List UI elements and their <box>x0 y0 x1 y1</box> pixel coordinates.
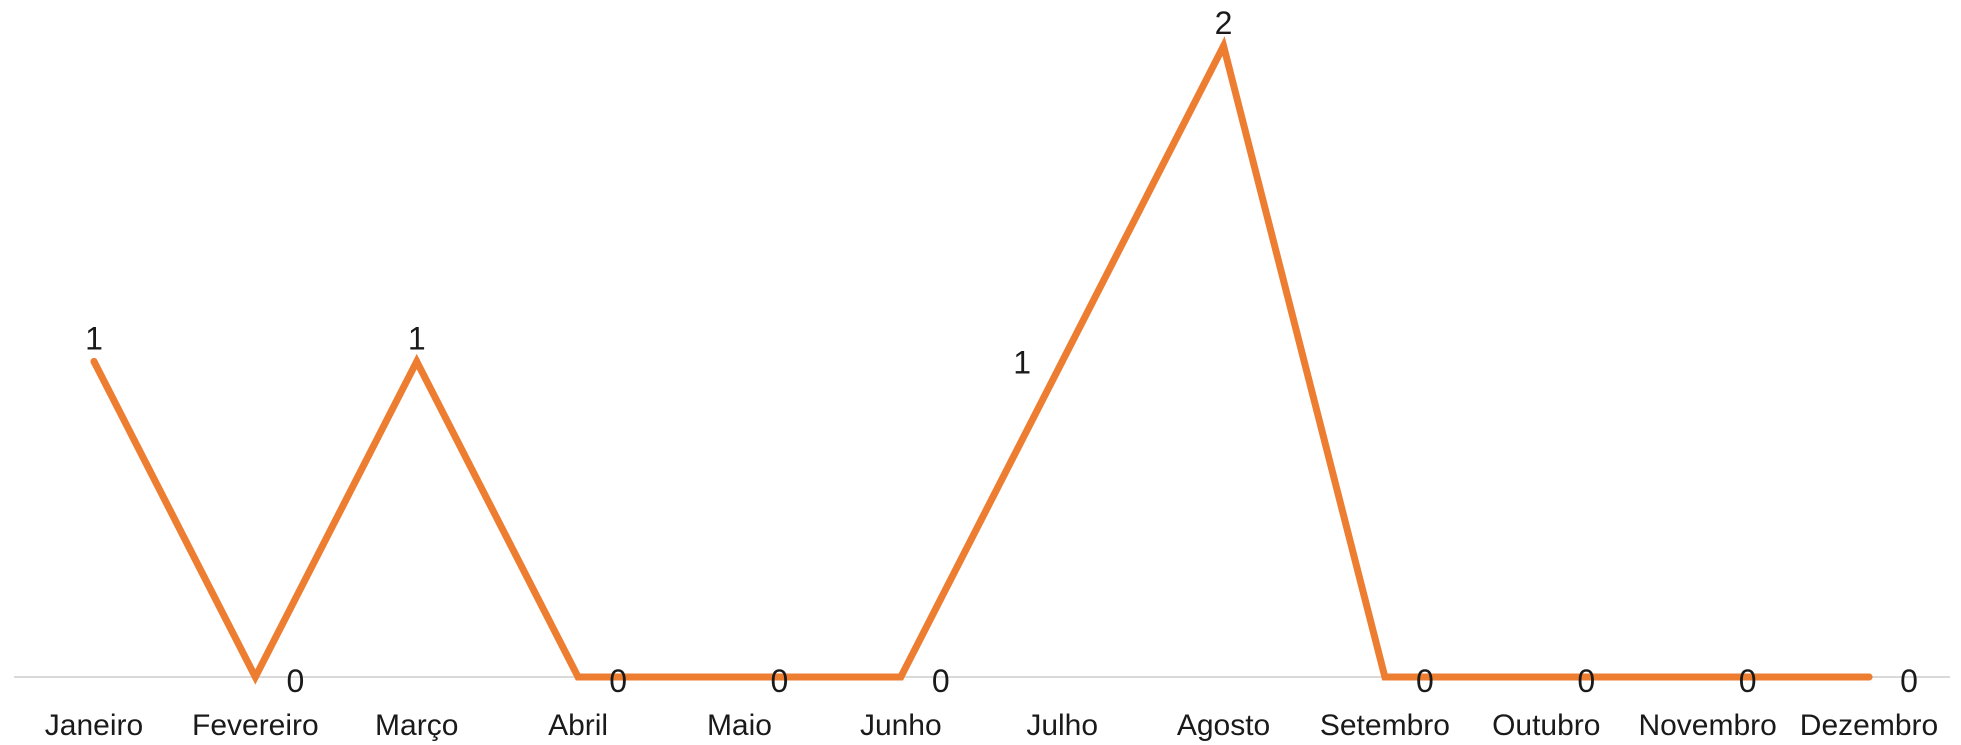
data-point-novembro <box>1704 673 1712 681</box>
data-label-janeiro: 1 <box>85 321 103 357</box>
x-tick-label: Março <box>375 709 458 742</box>
data-label-junho: 0 <box>932 663 950 699</box>
data-label-novembro: 0 <box>1739 663 1757 699</box>
data-label-dezembro: 0 <box>1900 663 1918 699</box>
data-point-agosto <box>1220 42 1228 50</box>
data-label-abril: 0 <box>609 663 627 699</box>
data-label-julho: 1 <box>1013 345 1031 381</box>
x-tick-label: Julho <box>1026 709 1098 742</box>
data-label-março: 1 <box>408 321 426 357</box>
data-point-março <box>413 358 421 365</box>
data-point-junho <box>897 673 905 681</box>
x-tick-label: Dezembro <box>1800 709 1938 742</box>
data-point-maio <box>735 673 743 681</box>
x-tick-label: Junho <box>860 709 942 742</box>
data-point-setembro <box>1381 673 1389 681</box>
data-label-maio: 0 <box>771 663 789 699</box>
data-point-dezembro <box>1865 673 1873 681</box>
data-label-outubro: 0 <box>1577 663 1595 699</box>
data-point-julho <box>1058 358 1066 365</box>
data-label-agosto: 2 <box>1215 5 1233 41</box>
data-point-outubro <box>1542 673 1550 681</box>
data-point-janeiro <box>90 358 98 365</box>
x-tick-label: Agosto <box>1177 709 1270 742</box>
data-labels: 1 0 1 0 0 0 1 2 0 0 0 0 <box>85 5 1918 699</box>
x-tick-label: Janeiro <box>45 709 143 742</box>
x-tick-label: Setembro <box>1320 709 1450 742</box>
x-tick-label: Outubro <box>1492 709 1600 742</box>
x-tick-label: Abril <box>548 709 608 742</box>
data-point-abril <box>574 673 582 681</box>
x-axis-tick-labels: Janeiro Fevereiro Março Abril Maio Junho Julho… <box>45 709 1938 742</box>
data-point-fevereiro <box>251 673 259 681</box>
x-tick-label: Fevereiro <box>192 709 319 742</box>
x-tick-label: Novembro <box>1638 709 1776 742</box>
data-label-setembro: 0 <box>1416 663 1434 699</box>
x-tick-label: Maio <box>707 709 772 742</box>
series-line <box>90 36 1873 685</box>
data-label-fevereiro: 0 <box>286 663 304 699</box>
